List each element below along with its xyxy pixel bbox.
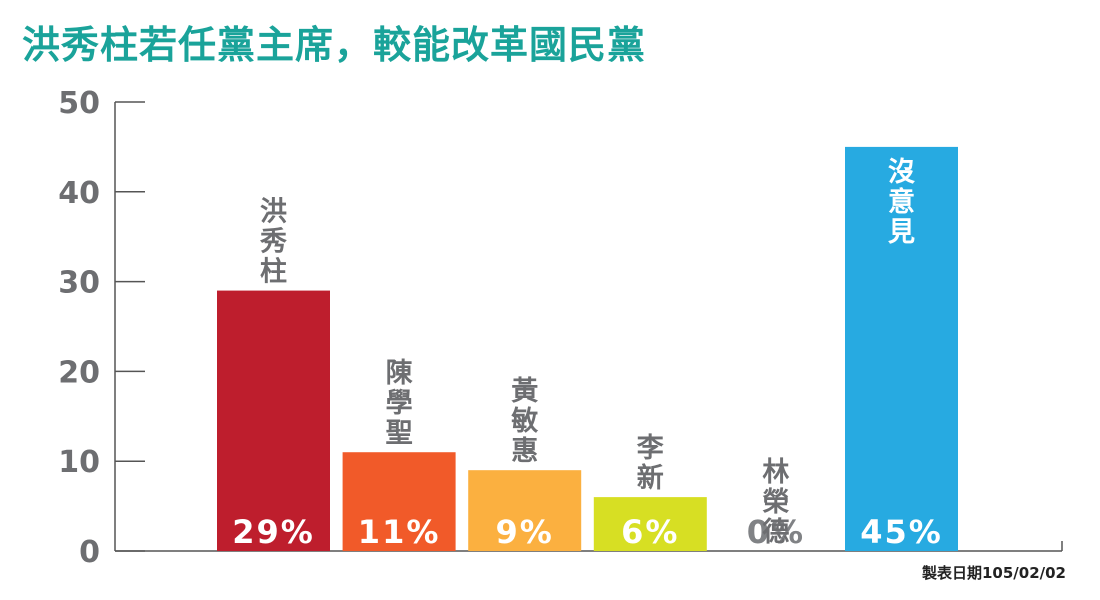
chart-axes: 0 10 20 30 40 50 [58,86,1063,570]
bar-value-label: 29% [232,513,315,551]
category-label: 洪秀柱 [259,197,287,288]
bar [468,470,582,551]
category-label: 沒意見 [888,157,916,248]
y-tick-label: 50 [58,86,100,121]
y-tick-label: 10 [58,445,100,480]
bar-value-label: 45% [860,513,943,551]
bar [342,452,456,551]
bar-value-label: 11% [358,513,441,551]
y-tick-label: 30 [58,266,100,301]
category-label: 黃敏惠 [510,376,538,467]
bar-value-label: 0% [747,513,805,551]
category-label: 林榮德 [762,457,789,548]
chart-title: 洪秀柱若任黨主席，較能改革國民黨 [22,23,647,67]
bar [845,146,958,551]
bar-value-label: 9% [496,513,554,551]
chart-bars [217,146,958,551]
bar [217,290,330,551]
category-label: 李新 [636,433,665,494]
y-tick-label: 0 [79,535,100,570]
chart-labels: 29% 洪秀柱 11% 陳學聖 9% 黃敏惠 6% 李新 0%林榮德 45% 沒意見 [232,157,943,551]
bar-value-label: 6% [621,513,679,551]
y-tick-label: 40 [58,176,100,211]
category-label: 陳學聖 [386,358,413,449]
y-tick-label: 20 [58,355,100,390]
chart-date-note: 製表日期105/02/02 [921,564,1066,582]
bar [593,497,707,551]
